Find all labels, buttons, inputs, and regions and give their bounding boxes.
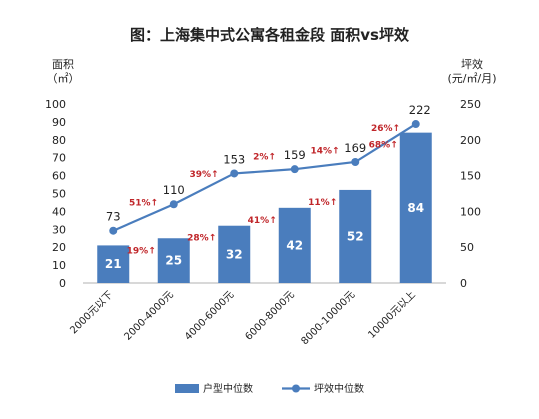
legend-line-label: 坪效中位数: [314, 382, 364, 395]
bar-value-label: 42: [286, 238, 303, 252]
line-point: [169, 200, 178, 209]
y-left-tick-label: 40: [52, 205, 66, 218]
y-left-tick-label: 0: [59, 277, 66, 290]
x-category-label: 4000-6000元: [183, 289, 236, 342]
line-point: [411, 120, 420, 129]
bar-value-label: 84: [407, 201, 424, 215]
bar: [278, 207, 311, 283]
legend: 户型中位数 坪效中位数: [175, 382, 364, 395]
y-left-tick-label: 30: [52, 223, 66, 236]
line-growth-label: 39%↑: [189, 170, 218, 180]
bar-growth-label: 11%↑: [308, 198, 337, 208]
y-left-axis-unit: （㎡）: [47, 72, 80, 85]
y-right-axis-unit: (元/㎡/月): [448, 72, 497, 85]
bar-growth-label: 28%↑: [187, 234, 216, 244]
line-point: [351, 157, 360, 166]
bar-value-label: 52: [347, 229, 364, 243]
y-left-tick-label: 80: [52, 134, 66, 147]
y-right-tick-label: 50: [460, 241, 474, 254]
line-point: [290, 165, 299, 174]
x-category-label: 2000-4000元: [122, 289, 175, 342]
line-value-label: 73: [106, 210, 121, 224]
bar-growth-label: 41%↑: [248, 216, 277, 226]
line-growth-label: 14%↑: [310, 147, 339, 157]
y-right-tick-label: 100: [460, 205, 481, 218]
x-category-label: 2000元以下: [68, 289, 115, 336]
legend-line-marker: [292, 384, 300, 393]
y-right-tick-label: 200: [460, 134, 481, 147]
bar: [157, 238, 190, 283]
bar: [97, 245, 130, 283]
y-left-tick-label: 60: [52, 170, 66, 183]
y-left-tick-label: 10: [52, 259, 66, 272]
legend-bar-swatch: [175, 384, 199, 393]
legend-bar-label: 户型中位数: [203, 382, 253, 395]
y-left-tick-label: 70: [52, 152, 66, 165]
series-line: [112, 123, 417, 232]
y-right-tick-label: 0: [460, 277, 467, 290]
bar: [218, 225, 251, 283]
bar-value-label: 32: [226, 247, 243, 261]
bar-value-label: 25: [165, 254, 182, 268]
bar: [339, 189, 372, 283]
line-point: [109, 226, 118, 235]
bar-growth-label: 68%↑: [369, 141, 398, 151]
y-left-axis-title: 面积: [52, 58, 74, 71]
line-value-label: 159: [284, 148, 306, 162]
line-value-label: 153: [223, 152, 245, 166]
bar-growth-label: 19%↑: [127, 246, 156, 256]
bar-value-label: 21: [105, 257, 122, 271]
chart-title: 图：上海集中式公寓各租金段 面积vs坪效: [130, 26, 410, 44]
plot-area: 0 10 20 30 40 50 60 70 80 90 100 0 50 100 150 200 250 200…: [45, 98, 481, 347]
x-category-label: 10000元以上: [366, 289, 418, 341]
y-right-tick-label: 150: [460, 170, 481, 183]
line-growth-label: 2%↑: [253, 152, 276, 162]
line-value-label: 110: [163, 183, 185, 197]
y-left-tick-label: 50: [52, 188, 66, 201]
y-left-tick-label: 20: [52, 241, 66, 254]
x-category-label: 8000-10000元: [299, 289, 357, 347]
y-left-tick-label: 100: [45, 98, 66, 111]
bar: [399, 132, 432, 283]
y-right-tick-label: 250: [460, 98, 481, 111]
x-category-label: 6000-8000元: [243, 289, 296, 342]
line-value-label: 222: [409, 103, 431, 117]
line-value-label: 169: [344, 141, 366, 155]
line-point: [230, 169, 239, 178]
line-growth-label: 26%↑: [371, 124, 400, 134]
y-left-tick-label: 90: [52, 116, 66, 129]
y-right-axis-title: 坪效: [461, 57, 483, 71]
line-growth-label: 51%↑: [129, 198, 158, 208]
